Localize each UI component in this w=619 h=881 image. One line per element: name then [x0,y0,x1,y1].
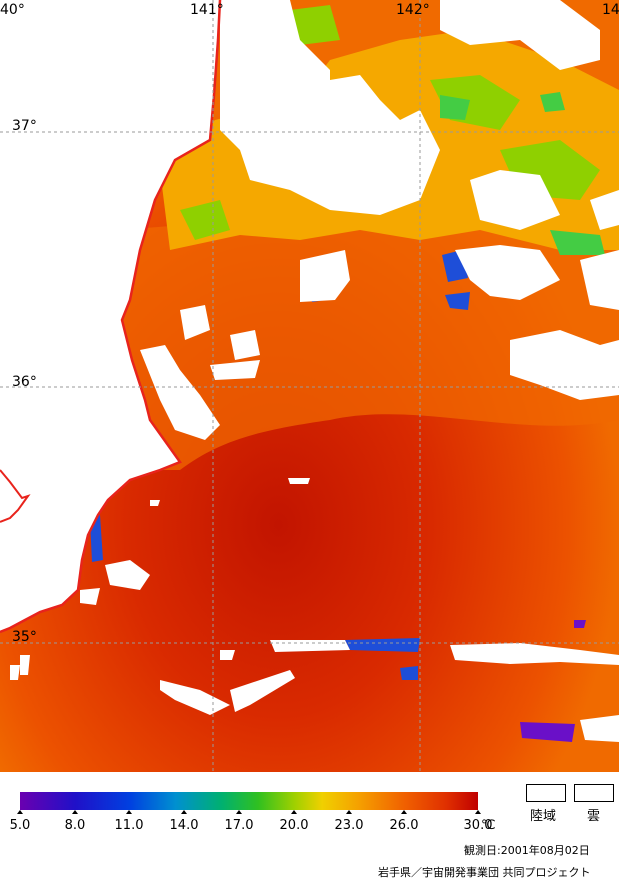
colorbar-tick [181,810,187,814]
sst-map-canvas [0,0,619,772]
scale-label-8: 8.0 [64,818,86,833]
legend: 5.0 8.0 11.0 14.0 17.0 20.0 23.0 26.0 30… [0,772,619,881]
colorbar-tick [236,810,242,814]
colorbar-tick [291,810,297,814]
credit-line: 岩手県／宇宙開発事業団 共同プロジェクト [378,866,591,879]
longitude-label-142: 142° [396,2,430,18]
temperature-unit: ℃ [481,818,496,833]
scale-label-5: 5.0 [9,818,31,833]
coastline [0,0,222,634]
colorbar-tick [346,810,352,814]
colorbar-tick [401,810,407,814]
latitude-label-37: 37° [12,118,37,134]
colorbar-tick [475,810,481,814]
cloud-label: 雲 [587,809,601,824]
scale-label-20: 20.0 [279,818,309,833]
temperature-colorbar [20,792,478,810]
coastline-inlet [0,469,31,523]
land-label: 陸域 [530,809,557,824]
observation-date: 観測日:2001年08月02日 [464,844,590,857]
graticule [0,0,619,772]
latitude-label-35: 35° [12,629,37,645]
sea-surface-temperature-map: 40° 141° 142° 14 37° 36° 35° [0,0,619,772]
latitude-label-36: 36° [12,374,37,390]
scale-label-26: 26.0 [389,818,419,833]
scale-label-17: 17.0 [224,818,254,833]
longitude-label-143: 14 [602,2,619,18]
colorbar-tick [72,810,78,814]
scale-label-11: 11.0 [114,818,144,833]
colorbar-tick [17,810,23,814]
longitude-label-140: 40° [0,2,25,18]
scale-label-23: 23.0 [334,818,364,833]
land-honshu [0,0,220,632]
longitude-label-141: 141° [190,2,224,18]
green-water-patches [180,5,600,240]
cloud-swatch [574,784,614,802]
land-swatch [526,784,566,802]
green-water-bright [255,92,605,255]
cloud-cover [10,0,619,742]
scale-label-14: 14.0 [169,818,199,833]
colorbar-tick [126,810,132,814]
scale-label-30: 30.0 [463,818,493,833]
